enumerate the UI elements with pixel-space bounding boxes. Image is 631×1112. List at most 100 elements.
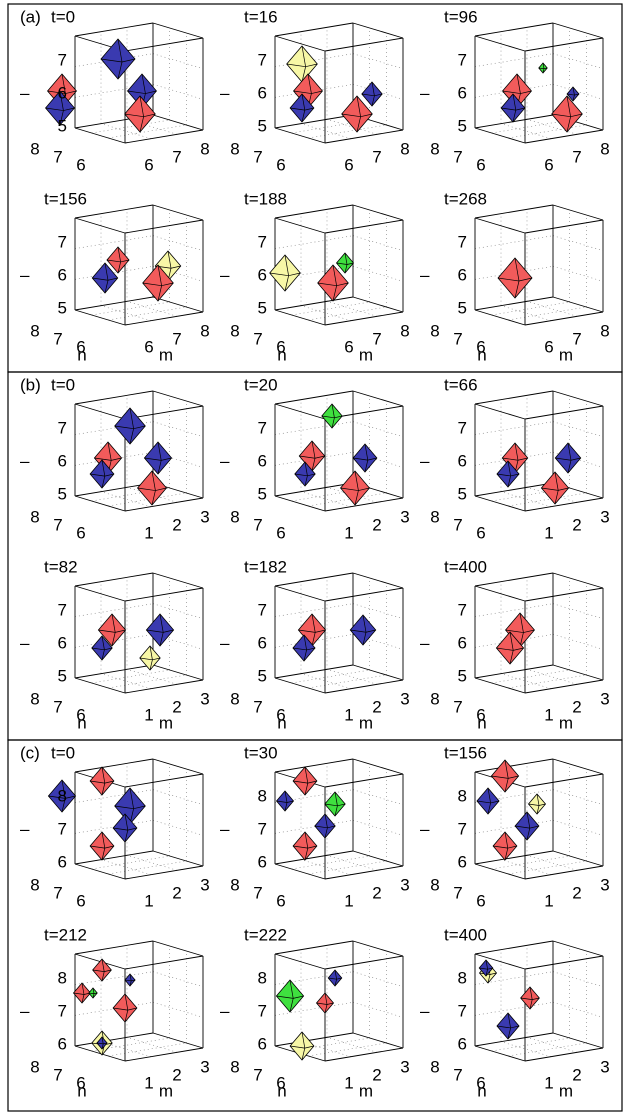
time-label: t=188 xyxy=(244,189,287,208)
grid-line xyxy=(552,634,604,650)
octahedron xyxy=(540,471,570,505)
octahedron-edge xyxy=(151,470,156,506)
m-tick-label: 2 xyxy=(372,1065,381,1084)
n-tick-label: 7 xyxy=(53,515,62,534)
grid-line xyxy=(500,491,552,507)
octahedron-edge xyxy=(536,793,540,815)
group-label: (a) xyxy=(20,7,41,26)
octahedron-edge xyxy=(284,790,288,812)
octahedron-edge xyxy=(129,973,132,987)
m-tick-label: 3 xyxy=(400,689,409,708)
n-tick-label: 6 xyxy=(276,155,285,174)
m-axis-label: m xyxy=(559,713,573,732)
cube-edge xyxy=(352,940,404,957)
octahedron-edge xyxy=(111,613,116,647)
cube-edge xyxy=(74,390,154,405)
z-tick-label: 8 xyxy=(58,786,67,805)
cube-edge xyxy=(274,114,354,129)
cube-edge xyxy=(124,219,204,234)
m-tick-label: 3 xyxy=(200,1057,209,1076)
m-tick-label: 6 xyxy=(344,337,353,356)
m-tick-label: 3 xyxy=(200,507,209,526)
cube-edge xyxy=(474,664,554,679)
z-tick-label: 5 xyxy=(258,484,267,503)
cube-edge xyxy=(324,773,404,788)
n-tick-label: 7 xyxy=(453,883,462,902)
cube-edge xyxy=(552,1032,604,1049)
grid-line xyxy=(526,119,578,135)
cube-edge xyxy=(152,1032,204,1049)
n-tick-label: 7 xyxy=(253,697,262,716)
n-tick-label: 7 xyxy=(253,515,262,534)
grid-line xyxy=(274,603,354,617)
grid-line xyxy=(474,603,554,617)
grid-line xyxy=(326,301,378,317)
z-tick-label: 7 xyxy=(458,418,467,437)
octahedron xyxy=(352,443,378,473)
n-tick-label: 7 xyxy=(53,697,62,716)
m-tick-label: 2 xyxy=(172,1065,181,1084)
z-tick-label: 7 xyxy=(58,232,67,251)
cube-edge xyxy=(124,37,204,52)
grid-line xyxy=(474,235,554,249)
m-tick-label: 7 xyxy=(172,147,181,166)
octahedron-edge xyxy=(507,460,511,488)
octahedron xyxy=(286,45,318,83)
cube-edge xyxy=(152,22,204,39)
grid-line xyxy=(352,971,404,987)
octahedron-edge xyxy=(356,95,361,133)
grid-line xyxy=(126,855,178,871)
octahedron-edge xyxy=(514,442,519,474)
z-tick-label: 5 xyxy=(458,666,467,685)
z-tick-label: 6 xyxy=(58,451,67,470)
n-tick-label: 8 xyxy=(230,507,239,526)
cube-edge xyxy=(274,863,326,880)
grid-line xyxy=(352,84,404,100)
cube-edge xyxy=(474,1032,554,1047)
n-tick-label: 7 xyxy=(53,883,62,902)
n-tick-label: 8 xyxy=(230,139,239,158)
m-axis-label: m xyxy=(159,1081,173,1100)
cube-edge xyxy=(474,572,554,587)
z-tick-label: 7 xyxy=(258,600,267,619)
n-tick-label: 8 xyxy=(30,875,39,894)
grid-line xyxy=(326,119,378,135)
cube-edge xyxy=(74,204,154,219)
cube-edge xyxy=(352,204,404,221)
octahedron-edge xyxy=(124,813,129,843)
cube-edge xyxy=(324,497,404,512)
cube-edge xyxy=(324,311,404,326)
z-tick-label: 6 xyxy=(458,83,467,102)
n-tick-label: 7 xyxy=(453,1065,462,1084)
n-tick-label: 7 xyxy=(253,1065,262,1084)
cube-edge xyxy=(552,22,604,39)
octahedron xyxy=(89,766,115,796)
m-tick-label: 3 xyxy=(400,1057,409,1076)
octahedron xyxy=(349,614,377,646)
cube-edge xyxy=(274,758,354,773)
m-tick-label: 3 xyxy=(600,689,609,708)
m-tick-label: 1 xyxy=(544,705,553,724)
grid-line xyxy=(300,123,352,139)
cube-edge xyxy=(474,114,554,129)
z-tick-label: 5 xyxy=(458,484,467,503)
m-tick-label: 3 xyxy=(200,689,209,708)
z-axis-label: – xyxy=(20,83,30,102)
z-tick-label: 7 xyxy=(58,1001,67,1020)
grid-line xyxy=(552,820,604,836)
group-frame xyxy=(7,371,623,741)
cube-edge xyxy=(274,1032,354,1047)
m-tick-label: 8 xyxy=(400,139,409,158)
cube-edge xyxy=(474,204,554,219)
grid-line xyxy=(152,84,204,100)
grid-line xyxy=(352,235,404,251)
grid-line xyxy=(108,124,187,139)
cube-edge xyxy=(274,309,326,326)
grid-line xyxy=(74,235,154,249)
time-label: t=212 xyxy=(44,925,87,944)
cube-edge xyxy=(274,940,354,955)
cube-edge xyxy=(274,953,326,970)
z-tick-label: 6 xyxy=(458,1034,467,1053)
cube-edge xyxy=(352,850,404,867)
n-tick-label: 6 xyxy=(76,523,85,542)
